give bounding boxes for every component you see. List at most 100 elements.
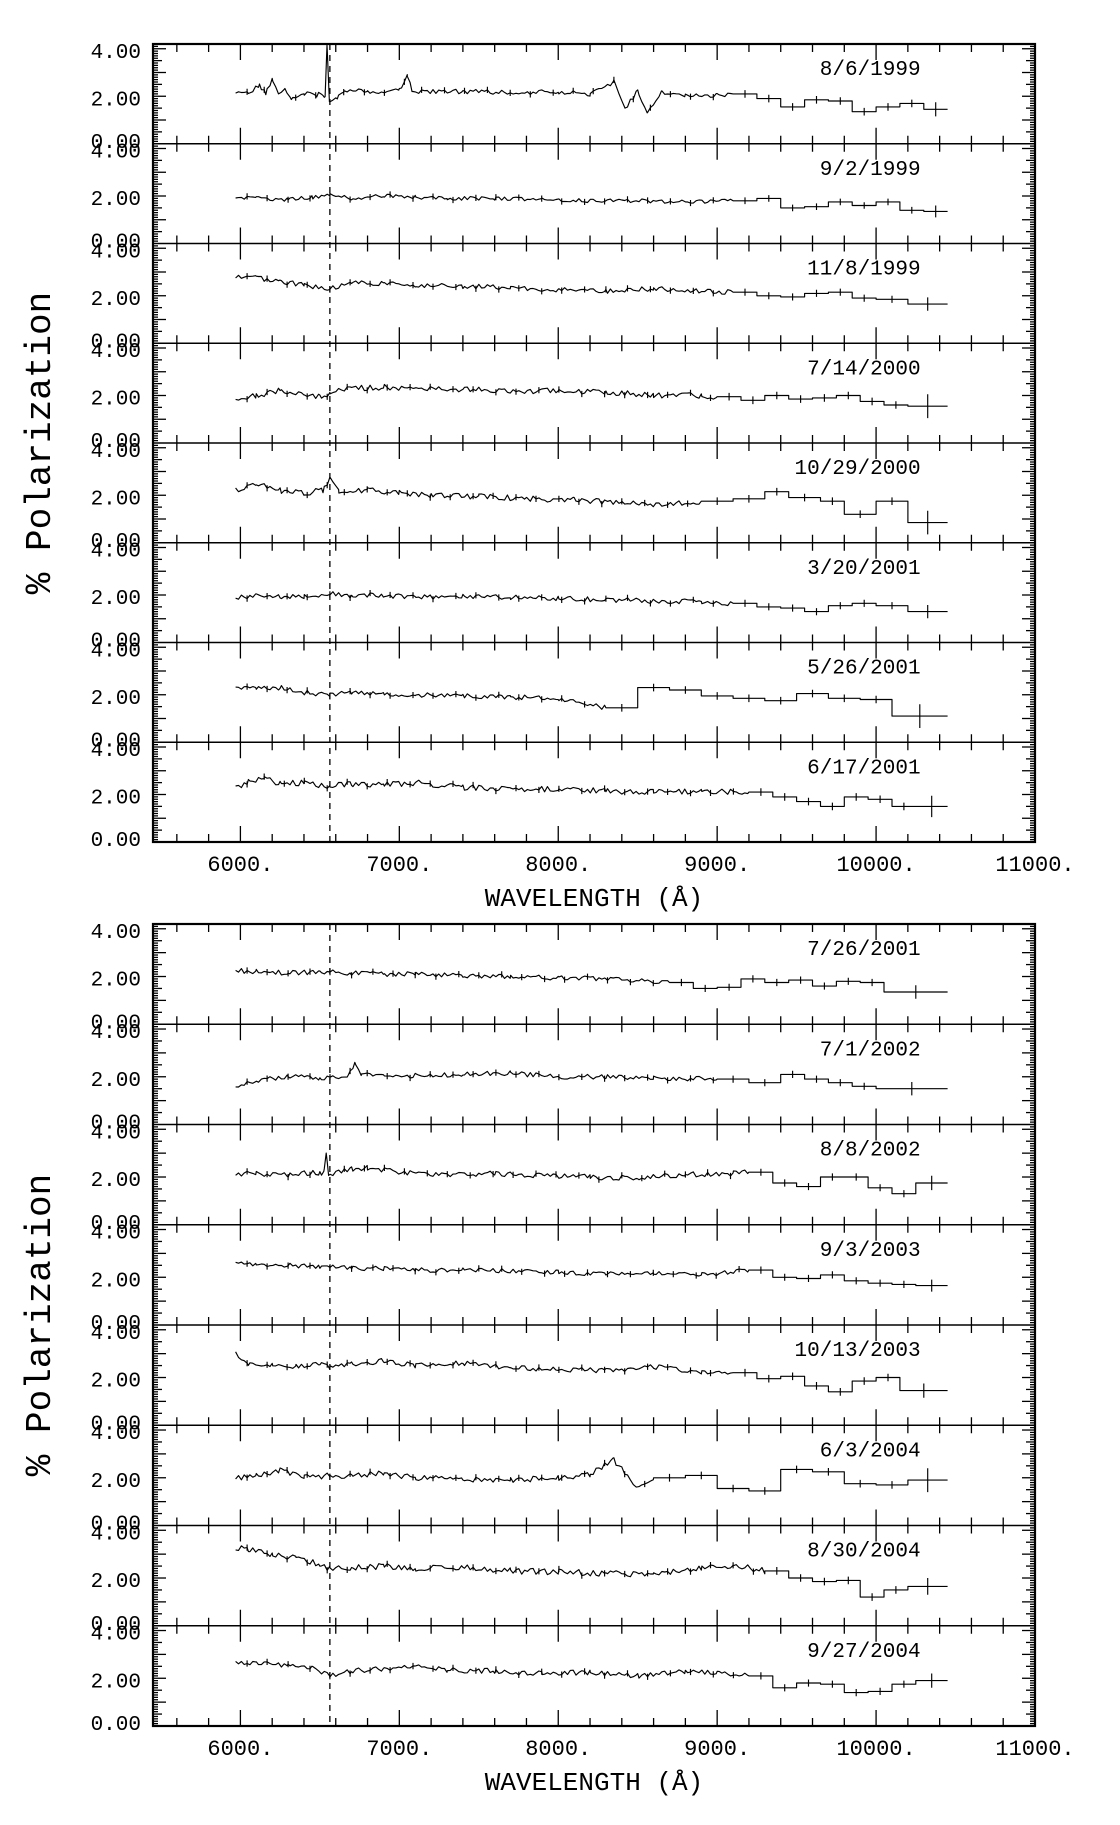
y-tick-label: 2.00: [91, 289, 141, 312]
error-bars: [246, 773, 933, 818]
error-bars: [246, 76, 937, 117]
error-bars: [246, 1260, 933, 1292]
date-label: 10/29/2000: [795, 458, 921, 481]
polarization-spectrum: [235, 1545, 948, 1598]
error-bars: [246, 383, 929, 419]
date-label: 10/13/2003: [795, 1340, 921, 1363]
error-bars: [246, 683, 921, 728]
panel-9-3-2003: 0.00 2.00 4.00 9/3/2003: [91, 1223, 1035, 1336]
y-tick-label: 4.00: [91, 541, 141, 564]
date-label: 9/2/1999: [820, 159, 921, 182]
x-tick-label: 8000.: [525, 1737, 591, 1762]
y-tick-label: 0.00: [91, 1514, 141, 1537]
panel-9-2-1999: 0.00 2.00 4.00 9/2/1999: [91, 142, 1035, 255]
date-label: 7/26/2001: [807, 939, 920, 962]
y-axis-title: % Polarization: [20, 1174, 61, 1476]
polarization-spectrum: [235, 1061, 948, 1090]
error-bars: [246, 191, 937, 218]
y-tick-label: 0.00: [91, 132, 141, 155]
x-tick-label: 9000.: [684, 1737, 750, 1762]
panel-7-1-2002: 0.00 2.00 4.00 7/1/2002: [91, 1022, 1035, 1136]
panel-3-20-2001: 0.00 2.00 4.00 3/20/2001: [91, 541, 1035, 654]
y-tick-label: 4.00: [91, 1624, 141, 1647]
y-tick-label: 0.00: [91, 1113, 141, 1136]
date-label: 7/14/2000: [807, 358, 920, 381]
y-tick-label: 4.00: [91, 1523, 141, 1546]
y-tick-label: 2.00: [91, 1070, 141, 1093]
y-tick-label: 4.00: [91, 740, 141, 763]
panel-10-13-2003: 0.00 2.00 4.00 10/13/2003: [91, 1323, 1035, 1436]
y-tick-label: 0.00: [91, 1413, 141, 1436]
date-label: 8/8/2002: [820, 1140, 921, 1163]
y-tick-label: 2.00: [91, 970, 141, 993]
date-label: 6/17/2001: [807, 757, 920, 780]
x-tick-label: 11000.: [995, 1737, 1074, 1762]
error-bars: [246, 482, 929, 535]
y-tick-label: 2.00: [91, 1471, 141, 1494]
y-tick-label: 4.00: [91, 1223, 141, 1246]
y-tick-label: 2.00: [91, 1170, 141, 1193]
y-tick-label: 0.00: [91, 730, 141, 753]
panel-7-14-2000: 0.00 2.00 4.00 7/14/2000: [91, 341, 1035, 454]
y-tick-label: 2.00: [91, 488, 141, 511]
panel-8-8-2002: 0.00 2.00 4.00 8/8/2002: [91, 1122, 1035, 1236]
y-tick-label: 0.00: [91, 531, 141, 554]
y-tick-label: 2.00: [91, 1371, 141, 1394]
y-axis-title: % Polarization: [20, 292, 61, 594]
y-tick-label: 4.00: [91, 1423, 141, 1446]
date-label: 9/27/2004: [807, 1641, 920, 1664]
y-tick-label: 4.00: [91, 341, 141, 364]
y-tick-label: 2.00: [91, 389, 141, 412]
panel-8-6-1999: 0.00 2.00 4.00 8/6/1999: [91, 42, 1035, 155]
polarization-spectrum: [235, 1261, 948, 1287]
y-tick-label: 0.00: [91, 830, 141, 853]
polarization-spectrum: [235, 685, 948, 717]
x-tick-label: 7000.: [366, 1737, 432, 1762]
y-tick-label: 2.00: [91, 1270, 141, 1293]
y-tick-label: 0.00: [91, 1313, 141, 1336]
date-label: 8/6/1999: [820, 59, 921, 82]
y-tick-label: 0.00: [91, 232, 141, 255]
panel-11-8-1999: 0.00 2.00 4.00 11/8/1999: [91, 241, 1035, 354]
y-tick-label: 0.00: [91, 631, 141, 654]
date-label: 3/20/2001: [807, 558, 920, 581]
y-tick-label: 4.00: [91, 1323, 141, 1346]
y-tick-label: 0.00: [91, 1614, 141, 1637]
y-tick-label: 0.00: [91, 1213, 141, 1236]
panel-8-30-2004: 0.00 2.00 4.00 8/30/2004: [91, 1523, 1035, 1637]
panel-6-3-2004: 0.00 2.00 4.00 6/3/2004: [91, 1423, 1035, 1537]
y-tick-label: 0.00: [91, 1714, 141, 1737]
polarization-spectrum: [235, 776, 948, 807]
date-label: 5/26/2001: [807, 658, 920, 681]
error-bars: [246, 967, 917, 999]
error-bars: [246, 1459, 929, 1495]
figure-top: % Polarization 6000. 7000. 8000. 9000. 10000.…: [20, 42, 1075, 914]
x-tick-label: 10000.: [836, 853, 915, 878]
polarization-spectrum: [235, 383, 948, 407]
date-label: 7/1/2002: [820, 1039, 921, 1062]
y-tick-label: 2.00: [91, 588, 141, 611]
y-tick-label: 4.00: [91, 640, 141, 663]
x-tick-label: 9000.: [684, 853, 750, 878]
x-tick-label: 8000.: [525, 853, 591, 878]
date-label: 8/30/2004: [807, 1541, 920, 1564]
x-tick-label: 10000.: [836, 1737, 915, 1762]
polarization-spectrum: [235, 193, 948, 212]
error-bars: [246, 1067, 913, 1096]
y-tick-label: 4.00: [91, 441, 141, 464]
y-tick-label: 4.00: [91, 1122, 141, 1145]
panel-7-26-2001: 0.00 2.00 4.00 7/26/2001: [91, 922, 1035, 1035]
y-tick-label: 4.00: [91, 42, 141, 65]
error-bars: [246, 1544, 929, 1601]
x-axis-title: WAVELENGTH (Å): [485, 1768, 703, 1798]
polarization-spectrum: [235, 591, 948, 613]
polarization-spectrum: [235, 1457, 948, 1492]
error-bars: [246, 273, 929, 311]
x-axis-title: WAVELENGTH (Å): [485, 884, 703, 914]
y-tick-label: 0.00: [91, 431, 141, 454]
x-tick-label: 11000.: [995, 853, 1074, 878]
date-label: 9/3/2003: [820, 1240, 921, 1263]
y-tick-label: 2.00: [91, 788, 141, 811]
